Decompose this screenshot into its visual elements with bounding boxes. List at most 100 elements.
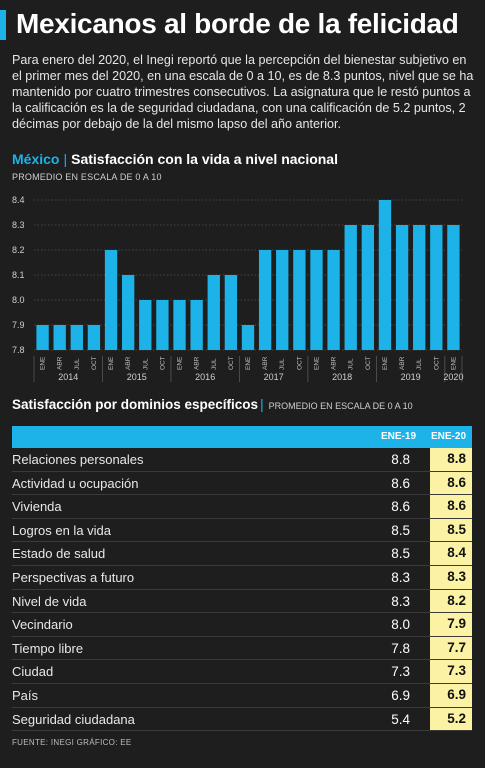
row-label: Seguridad ciudadana (12, 711, 135, 727)
bar (378, 200, 392, 350)
value-ene19: 5.4 (391, 711, 410, 727)
year-label: 2017 (264, 372, 284, 382)
bar (87, 325, 101, 350)
bar (258, 250, 272, 350)
bar (121, 275, 135, 350)
x-tick-label: OCT (433, 356, 440, 370)
table-row: Ciudad 7.3 7.3 (12, 660, 472, 684)
bar (430, 225, 443, 350)
row-label: Actividad u ocupación (12, 475, 139, 491)
year-label: 2015 (127, 372, 147, 382)
x-tick-label: OCT (296, 356, 303, 370)
table-row: Actividad u ocupación 8.6 8.6 (12, 471, 472, 496)
table-row: Tiempo libre 7.8 7.7 (12, 636, 472, 661)
year-label: 2020 (443, 372, 463, 382)
table-body: Relaciones personales 8.8 8.8 Actividad u o… (12, 448, 472, 732)
y-tick-label: 7.9 (12, 320, 25, 330)
value-ene20: 6.9 (430, 683, 472, 707)
table-subtitle: PROMEDIO EN ESCALA DE 0 A 10 (268, 401, 413, 411)
value-ene20: 7.7 (430, 636, 472, 660)
value-ene19: 8.6 (391, 499, 410, 515)
heading-separator: | (260, 397, 264, 412)
bar (139, 300, 152, 350)
bar (310, 250, 323, 350)
year-label: 2018 (332, 372, 352, 382)
chart-country: México (12, 151, 60, 167)
col-ene19-header: ENE-19 (380, 431, 416, 442)
table-row: Perspectivas a futuro 8.3 8.3 (12, 565, 472, 590)
chart-subtitle: PROMEDIO EN ESCALA DE 0 A 10 (12, 172, 162, 182)
row-label: Perspectivas a futuro (12, 569, 135, 585)
title-accent-bar (0, 10, 6, 40)
y-tick-label: 7.8 (12, 345, 25, 355)
x-tick-label: JUL (142, 358, 149, 370)
x-tick-label: ENE (108, 356, 115, 370)
x-tick-label: ABR (399, 356, 406, 370)
x-tick-label: OCT (159, 356, 166, 370)
source-note: FUENTE: INEGI GRÁFICO: EE (12, 738, 132, 747)
x-tick-label: ENE (40, 356, 47, 370)
x-tick-label: ENE (245, 356, 252, 370)
bar (327, 250, 340, 350)
x-tick-label: OCT (228, 356, 235, 370)
row-label: Ciudad (12, 664, 54, 680)
row-label: Relaciones personales (12, 452, 144, 467)
bar (395, 225, 409, 350)
x-tick-label: ABR (194, 356, 201, 370)
domains-table: ENE-19 ENE-20 Relaciones personales 8.8 8.… (12, 426, 472, 732)
value-ene19: 8.3 (391, 569, 410, 585)
heading-separator: | (63, 151, 68, 167)
value-ene20: 5.2 (430, 707, 472, 731)
x-tick-label: JUL (348, 358, 355, 370)
row-label: Vecindario (12, 617, 73, 633)
table-row: Relaciones personales 8.8 8.8 (12, 448, 472, 472)
page-title: Mexicanos al borde de la felicidad (16, 8, 459, 39)
row-label: Vivienda (12, 499, 62, 515)
x-tick-label: ABR (125, 356, 132, 370)
bar (241, 325, 255, 350)
x-tick-label: ABR (262, 356, 269, 370)
value-ene20: 8.6 (430, 495, 472, 518)
bar (36, 325, 49, 350)
life-satisfaction-chart: 7.8 7.9 8.0 8.1 8.2 8.3 8.4 ENE ABR JUL OCT ENE ABR J… (12, 195, 463, 382)
x-tick-label: ENE (177, 356, 184, 370)
col-ene20-header: ENE-20 (430, 431, 466, 442)
value-ene20: 8.8 (430, 448, 472, 471)
value-ene19: 8.8 (391, 452, 410, 467)
x-tick-label: OCT (91, 356, 98, 370)
table-heading: Satisfacción por dominios específicos | PR… (12, 397, 413, 412)
bar (224, 275, 238, 350)
x-tick-label: ABR (57, 356, 64, 370)
value-ene20: 8.4 (430, 542, 472, 565)
row-label: Logros en la vida (12, 522, 112, 538)
table-title: Satisfacción por dominios específicos (12, 397, 259, 412)
y-tick-label: 8.2 (12, 245, 25, 255)
year-label: 2014 (58, 372, 78, 382)
bar (207, 275, 220, 350)
bar (344, 225, 357, 350)
value-ene19: 8.0 (391, 617, 410, 633)
value-ene20: 7.9 (430, 613, 472, 636)
table-row: Estado de salud 8.5 8.4 (12, 542, 472, 566)
row-label: Estado de salud (12, 546, 106, 562)
value-ene19: 8.6 (391, 475, 410, 491)
row-label: Tiempo libre (12, 640, 84, 656)
value-ene19: 8.3 (391, 593, 410, 609)
value-ene19: 7.3 (391, 664, 410, 680)
value-ene20: 8.6 (430, 471, 472, 495)
x-tick-label: ABR (331, 356, 338, 370)
chart-heading: México | Satisfacción con la vida a nivel … (12, 151, 338, 167)
bar (190, 300, 203, 350)
value-ene20: 8.3 (430, 565, 472, 589)
y-tick-label: 8.1 (12, 270, 25, 280)
bar (293, 250, 306, 350)
year-label: 2019 (401, 372, 421, 382)
bar (156, 300, 169, 350)
x-tick-label: ENE (382, 356, 389, 370)
bar (276, 250, 289, 350)
table-header: ENE-19 ENE-20 (12, 426, 472, 448)
bar (173, 300, 186, 350)
value-ene19: 6.9 (391, 687, 410, 703)
row-label: País (12, 687, 39, 703)
table-row: País 6.9 6.9 (12, 683, 472, 708)
